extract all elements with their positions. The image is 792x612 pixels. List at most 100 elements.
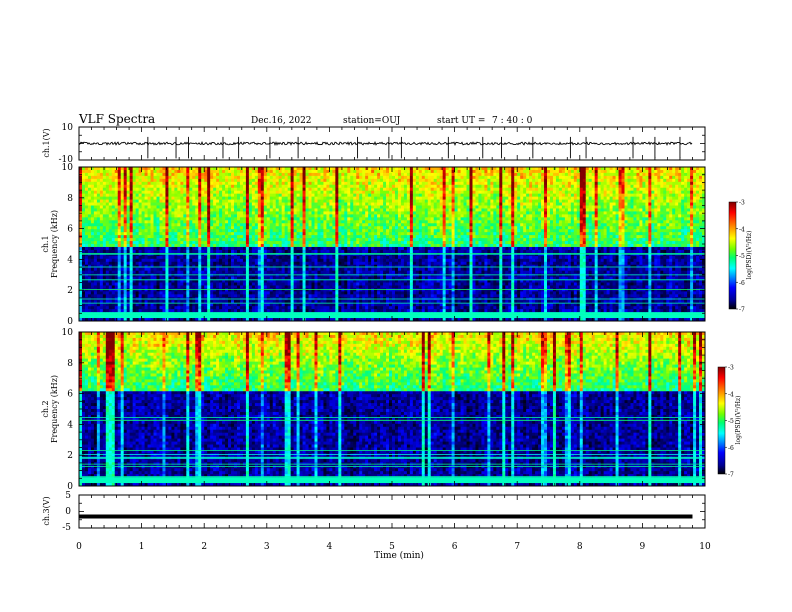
spectrogram-cell <box>133 223 136 226</box>
spectrogram-cell <box>159 285 162 288</box>
spectrogram-cell <box>350 197 353 200</box>
spectrogram-cell <box>234 288 237 291</box>
spectrogram-cell <box>261 271 264 274</box>
spectrogram-cell <box>130 170 133 173</box>
spectrogram-cell <box>168 194 171 197</box>
spectrogram-cell <box>273 265 276 268</box>
spectrogram-cell <box>344 294 347 297</box>
spectrogram-cell <box>216 303 219 306</box>
spectrogram-cell <box>344 229 347 232</box>
spectrogram-cell <box>106 179 109 182</box>
spectrogram-cell <box>282 268 285 271</box>
spectrogram-cell <box>353 235 356 238</box>
spectrogram-cell <box>231 182 234 185</box>
spectrogram-cell <box>312 182 315 185</box>
spectrogram-cell <box>115 223 118 226</box>
spectrogram-cell <box>237 303 240 306</box>
spectrogram-cell <box>246 185 249 188</box>
spectrogram-cell <box>294 179 297 182</box>
spectrogram-cell <box>79 294 82 297</box>
spectrogram-cell <box>347 262 350 265</box>
spectrogram-cell <box>285 173 288 176</box>
spectrogram-cell <box>329 271 332 274</box>
spectrogram-cell <box>127 185 130 188</box>
spectrogram-cell <box>210 247 213 250</box>
spectrogram-cell <box>332 256 335 259</box>
spectrogram-cell <box>186 217 189 220</box>
spectrogram-cell <box>317 179 320 182</box>
spectrogram-cell <box>222 229 225 232</box>
spectrogram-cell <box>97 265 100 268</box>
spectrogram-cell <box>341 250 344 253</box>
spectrogram-cell <box>332 176 335 179</box>
spectrogram-cell <box>332 173 335 176</box>
spectrogram-cell <box>309 294 312 297</box>
spectrogram-cell <box>276 262 279 265</box>
spectrogram-cell <box>326 179 329 182</box>
spectrogram-cell <box>252 250 255 253</box>
spectrogram-cell <box>309 306 312 309</box>
spectrogram-cell <box>94 312 97 315</box>
spectrogram-cell <box>350 241 353 244</box>
spectrogram-cell <box>106 232 109 235</box>
spectrogram-cell <box>94 197 97 200</box>
spectrogram-cell <box>213 283 216 286</box>
spectrogram-cell <box>219 194 222 197</box>
spectrogram-cell <box>231 309 234 312</box>
spectrogram-cell <box>246 226 249 229</box>
spectrogram-cell <box>115 262 118 265</box>
spectrogram-cell <box>127 229 130 232</box>
spectrogram-cell <box>335 220 338 223</box>
spectrogram-cell <box>246 312 249 315</box>
spectrogram-cell <box>79 283 82 286</box>
spectrogram-cell <box>136 176 139 179</box>
start-ut-value: 7 : 40 : 0 <box>492 116 533 126</box>
spectrogram-cell <box>127 211 130 214</box>
spectrogram-cell <box>341 206 344 209</box>
spectrogram-cell <box>136 250 139 253</box>
spectrogram-cell <box>109 241 112 244</box>
spectrogram-cell <box>297 182 300 185</box>
spectrogram-cell <box>353 283 356 286</box>
spectrogram-cell <box>309 244 312 247</box>
spectrogram-cell <box>127 241 130 244</box>
spectrogram-cell <box>192 294 195 297</box>
spectrogram-cell <box>112 265 115 268</box>
spectrogram-cell <box>219 176 222 179</box>
spectrogram-cell <box>243 235 246 238</box>
spectrogram-cell <box>243 188 246 191</box>
spectrogram-cell <box>91 315 94 318</box>
spectrogram-cell <box>157 194 160 197</box>
spectrogram-cell <box>79 235 82 238</box>
spectrogram-cell <box>189 194 192 197</box>
spectrogram-cell <box>165 241 168 244</box>
spectrogram-cell <box>240 303 243 306</box>
spectrogram-cell <box>204 265 207 268</box>
spectrogram-cell <box>207 271 210 274</box>
spectrogram-cell <box>198 291 201 294</box>
spectrogram-cell <box>353 294 356 297</box>
spectrogram-cell <box>276 170 279 173</box>
spectrogram-cell <box>344 173 347 176</box>
spectrogram-cell <box>329 173 332 176</box>
spectrogram-cell <box>85 312 88 315</box>
spectrogram-cell <box>288 223 291 226</box>
spectrogram-cell <box>219 256 222 259</box>
spectrogram-cell <box>186 315 189 318</box>
spectrogram-cell <box>344 188 347 191</box>
spectrogram-cell <box>204 173 207 176</box>
spectrogram-cell <box>276 182 279 185</box>
spectrogram-cell <box>142 197 145 200</box>
spectrogram-cell <box>198 188 201 191</box>
spectrogram-cell <box>201 303 204 306</box>
spectrogram-cell <box>207 182 210 185</box>
spectrogram-cell <box>174 182 177 185</box>
spectrogram-cell <box>103 176 106 179</box>
spectrogram-cell <box>288 265 291 268</box>
spectrogram-cell <box>219 244 222 247</box>
spectrogram-cell <box>145 229 148 232</box>
spectrogram-cell <box>159 182 162 185</box>
spectrogram-cell <box>168 188 171 191</box>
spectrogram-cell <box>323 306 326 309</box>
spectrogram-cell <box>174 291 177 294</box>
